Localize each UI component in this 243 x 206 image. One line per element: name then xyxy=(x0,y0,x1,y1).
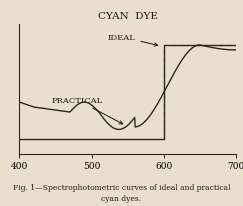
Title: CYAN  DYE: CYAN DYE xyxy=(98,12,157,21)
Text: PRACTICAL: PRACTICAL xyxy=(52,97,123,124)
Text: Fig. 1—Spectrophotometric curves of ideal and practical
cyan dyes.: Fig. 1—Spectrophotometric curves of idea… xyxy=(13,184,230,202)
Text: IDEAL: IDEAL xyxy=(107,34,158,47)
